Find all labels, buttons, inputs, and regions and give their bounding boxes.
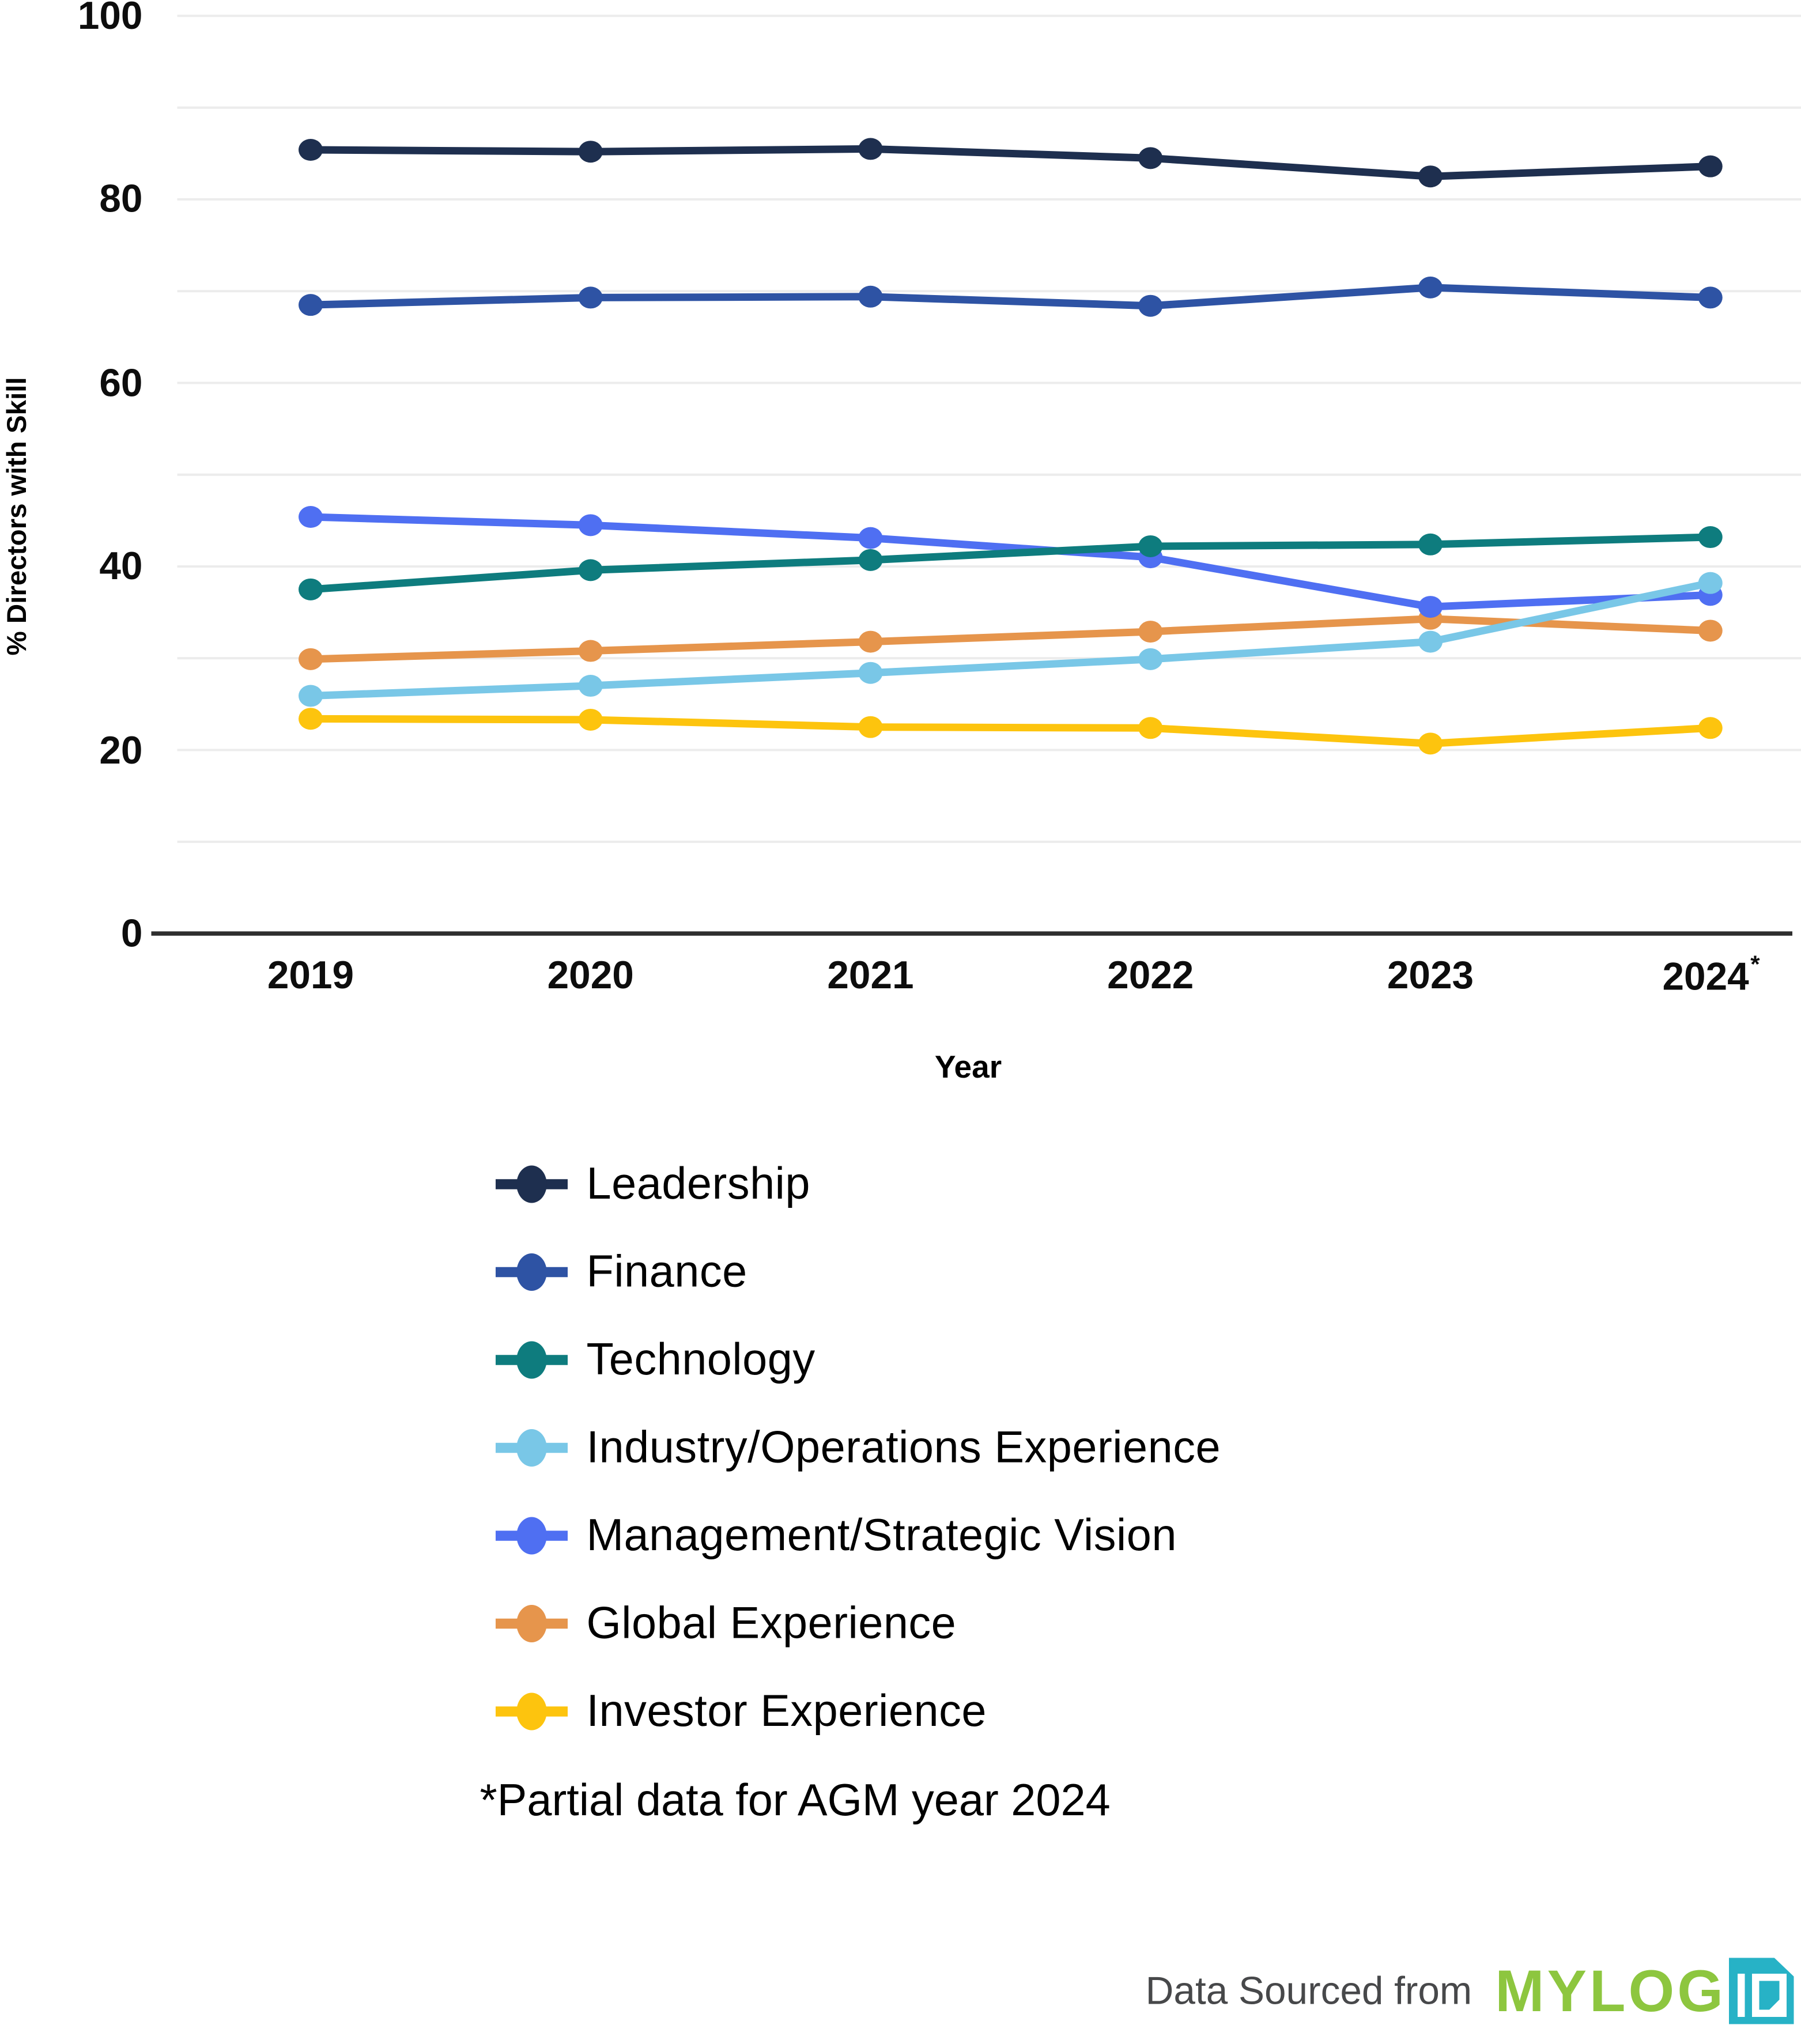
x-tick-label: 2020 [547,954,634,997]
data-point [1418,630,1443,653]
data-point [858,716,883,738]
legend-item: Industry/Operations Experience [496,1422,1221,1473]
legend-item: Leadership [496,1158,1221,1209]
data-point [1698,572,1723,594]
data-point [578,675,603,697]
series-line [307,284,1715,310]
legend-marker-icon [496,1429,568,1467]
data-point [578,559,603,581]
data-point [858,285,883,308]
data-point [578,514,603,536]
legend-label: Global Experience [586,1597,957,1649]
data-point [1418,276,1443,299]
y-tick-label: 100 [77,0,143,37]
series-line [307,579,1715,700]
data-point [1698,155,1723,177]
x-tick-label: 2024 * [1662,951,1760,999]
x-axis-title: Year [934,1049,1002,1085]
y-tick-label: 40 [99,545,143,588]
series-line [307,533,1715,594]
legend-label: Investor Experience [586,1686,987,1736]
data-point [858,662,883,684]
data-point [1418,732,1443,755]
legend-marker-icon [496,1341,568,1379]
data-point [858,549,883,571]
data-point [299,685,323,707]
data-point [1418,533,1443,556]
data-point [1138,648,1163,670]
x-tick-label: 2023 [1387,954,1474,997]
legend-item: Global Experience [496,1597,1221,1649]
data-source-text: Data Sourced from [1145,1969,1472,2012]
legend-label: Industry/Operations Experience [586,1422,1221,1473]
legend-label: Management/Strategic Vision [586,1510,1177,1561]
legend-marker-icon [496,1517,568,1555]
legend-label: Leadership [586,1158,811,1209]
legend-label: Technology [586,1334,815,1385]
chart-footnote: *Partial data for AGM year 2024 [479,1775,1111,1826]
badge-letter-i [1738,1974,1745,2017]
data-point [1138,535,1163,557]
legend-item: Finance [496,1246,1221,1297]
data-point [858,138,883,160]
data-point [1418,165,1443,188]
y-axis-title: % Directors with Skill [3,377,33,656]
badge-q-tail [1768,1998,1781,2011]
badge-letter-q [1752,1974,1787,2017]
data-point [1698,619,1723,642]
data-point [299,139,323,161]
partial-data-asterisk: * [1750,951,1760,978]
x-tick-label: 2019 [267,954,354,997]
y-tick-label: 20 [99,728,143,772]
series-line [307,513,1715,611]
series-line [307,615,1715,663]
legend-marker-icon [496,1692,568,1731]
legend-marker-icon [496,1605,568,1642]
data-point [299,708,323,730]
data-point [299,578,323,600]
series-line [307,715,1715,747]
data-point [578,141,603,163]
data-point [1138,621,1163,643]
data-point [299,294,323,316]
series-line [307,145,1715,180]
y-tick-label: 80 [99,177,143,221]
legend-item: Management/Strategic Vision [496,1510,1221,1561]
mylogiq-logo-text: MYLOG [1495,1957,1726,2024]
legend-marker-icon [496,1253,568,1291]
line-chart-plot [151,14,1801,936]
chart-legend: Leadership Finance Technology Industry/Oper… [496,1158,1221,1777]
data-point [578,640,603,662]
data-point [1418,596,1443,618]
data-point [578,708,603,731]
data-point [299,506,323,528]
data-point [1698,526,1723,549]
y-tick-label: 0 [120,912,143,955]
legend-label: Finance [586,1246,747,1297]
data-point [1698,717,1723,739]
data-point [299,648,323,670]
legend-marker-icon [496,1165,568,1203]
data-point [858,527,883,549]
x-tick-label: 2021 [827,954,914,997]
data-point [858,630,883,653]
x-tick-label: 2022 [1107,954,1194,997]
y-tick-label: 60 [99,361,143,405]
data-point [1138,294,1163,317]
data-point [1698,286,1723,309]
data-point [578,286,603,309]
mylogiq-logo-badge-icon [1729,1958,1794,2024]
legend-item: Investor Experience [496,1686,1221,1736]
data-point [1138,147,1163,169]
data-point [1138,717,1163,739]
footer: Data Sourced from MYLOG [1146,1954,1794,2028]
legend-item: Technology [496,1334,1221,1385]
